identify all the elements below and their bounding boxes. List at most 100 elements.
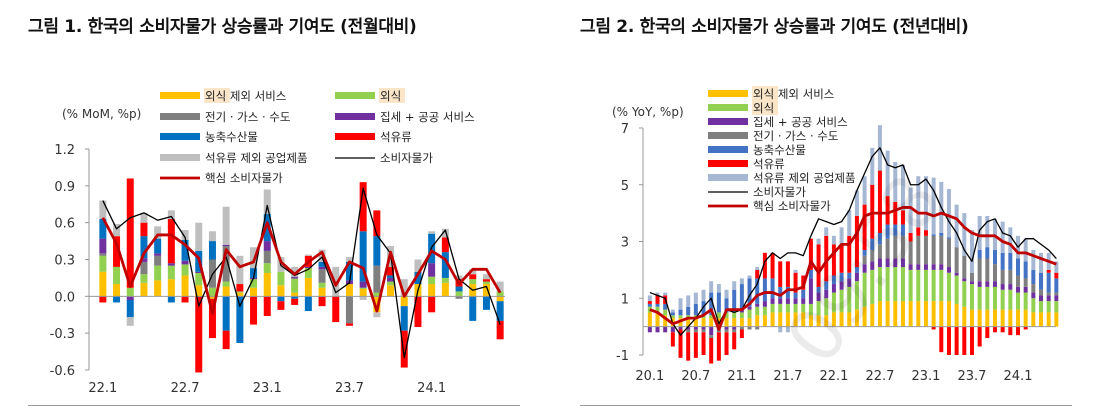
chart2-bar-5 [778,261,783,287]
chart2-bar-0 [831,312,836,327]
chart2-bar-0 [778,312,783,327]
chart2-bar-6 [839,227,844,245]
chart2-bar-6 [655,292,660,296]
chart1-bar-2 [291,277,299,280]
chart1-bar-3 [428,263,436,277]
chart1-bar-0 [181,275,189,297]
chart2-bar-5 [709,337,714,364]
chart1-y-tick-label: 0.6 [54,217,75,232]
chart1-legend-highlight [204,88,230,103]
chart2-bar-3 [1039,289,1044,296]
chart2-bar-0 [908,301,913,327]
chart2-bar-4 [900,224,905,236]
chart1-bar-3 [318,266,326,270]
chart2-bar-0 [862,306,867,327]
chart2-bar-1 [755,306,760,316]
chart2-x-tick-label: 21.1 [727,369,756,384]
chart1-bar-0 [236,292,244,297]
chart1-bar-6 [469,269,477,275]
chart2-bar-2 [762,301,767,307]
chart1-bar-6 [373,312,381,318]
chart2-bar-4 [670,312,675,316]
chart1-bar-5 [222,330,230,350]
chart2-bar-1 [916,269,921,302]
chart2-bar-0 [655,312,660,327]
chart2-bar-0 [647,312,652,327]
chart1-bar-6 [304,254,312,256]
chart2-bar-0 [885,301,890,327]
chart1-bar-6 [154,226,162,239]
chart1-bar-6 [222,206,230,245]
chart2-bar-1 [670,315,675,319]
chart2-legend-swatch [708,118,748,125]
chart2-bar-5 [724,332,729,355]
chart1-bar-3 [304,266,312,269]
chart1-bar-0 [208,296,216,299]
chart2-bar-2 [785,298,790,304]
chart2-bar-2 [670,326,675,333]
chart1-bar-0 [482,284,490,297]
chart2-bar-5 [762,252,767,279]
chart2-bar-6 [709,281,714,293]
chart2-bar-2 [709,326,714,336]
chart2-bar-4 [1039,272,1044,290]
figure-2-title: 그림 2. 한국의 소비자물가 상승률과 기여도 (전년대비) [580,17,969,37]
chart1-bar-6 [359,296,367,301]
chart1-bar-1 [482,281,490,285]
chart2-bar-4 [655,303,660,307]
chart2-bar-4 [992,250,997,265]
chart2-bar-2 [923,264,928,270]
chart2-bar-0 [1046,312,1051,327]
chart2-bar-6 [1054,261,1059,273]
chart1-bar-6 [250,247,258,269]
chart2-bar-4 [724,298,729,313]
chart2-bar-6 [693,292,698,304]
chart1-bar-1 [195,273,203,286]
chart2-bar-3 [992,264,997,282]
chart2-bar-2 [770,298,775,304]
chart1-bar-4 [373,236,381,266]
chart2-bar-5 [969,326,974,355]
chart2-bar-2 [755,303,760,307]
chart2-legend-swatch [708,90,748,97]
chart1-bar-6 [345,257,353,262]
chart2-bar-4 [647,303,652,307]
chart1-bar-4 [236,296,244,343]
chart2-bar-4 [770,278,775,299]
chart1-bar-5 [359,182,367,232]
chart1-bar-2 [222,245,230,282]
chart2-bar-2 [739,309,744,313]
chart2-bar-2 [854,272,859,282]
chart1-x-tick-label: 23.1 [253,381,282,396]
chart2-bar-1 [831,292,836,313]
chart1-bar-1 [208,287,216,297]
chart2-bar-4 [716,292,721,313]
chart1-x-tick-label: 23.7 [335,381,364,396]
chart2-bar-5 [824,235,829,282]
chart2-bar-3 [693,329,698,333]
chart2-bar-5 [831,244,836,276]
chart1-bar-2 [140,261,148,275]
chart2-bar-2 [893,258,898,268]
chart1-bar-5 [236,284,244,292]
chart2-bar-1 [839,289,844,313]
chart1-bar-5 [263,296,271,316]
chart2-bar-5 [1008,326,1013,336]
chart1-bar-5 [496,320,504,340]
chart2-bar-5 [701,332,706,355]
chart2-bar-4 [739,284,744,310]
chart1-bar-6 [414,259,422,272]
chart2-bar-1 [939,269,944,302]
chart2-bar-4 [1015,258,1020,276]
chart2-legend-label: 외식 [753,101,774,115]
chart1-unit-label: (% MoM, %p) [62,107,141,121]
chart2-bar-4 [762,278,767,302]
chart2-bar-0 [693,318,698,327]
chart2-bar-5 [854,215,859,268]
chart1-bar-0 [250,287,258,297]
chart1-legend-swatch [160,92,200,99]
chart2-bar-2 [877,258,882,268]
chart2-bar-2 [831,284,836,293]
chart1-bar-5 [318,296,326,307]
chart2-bar-6 [647,295,652,302]
